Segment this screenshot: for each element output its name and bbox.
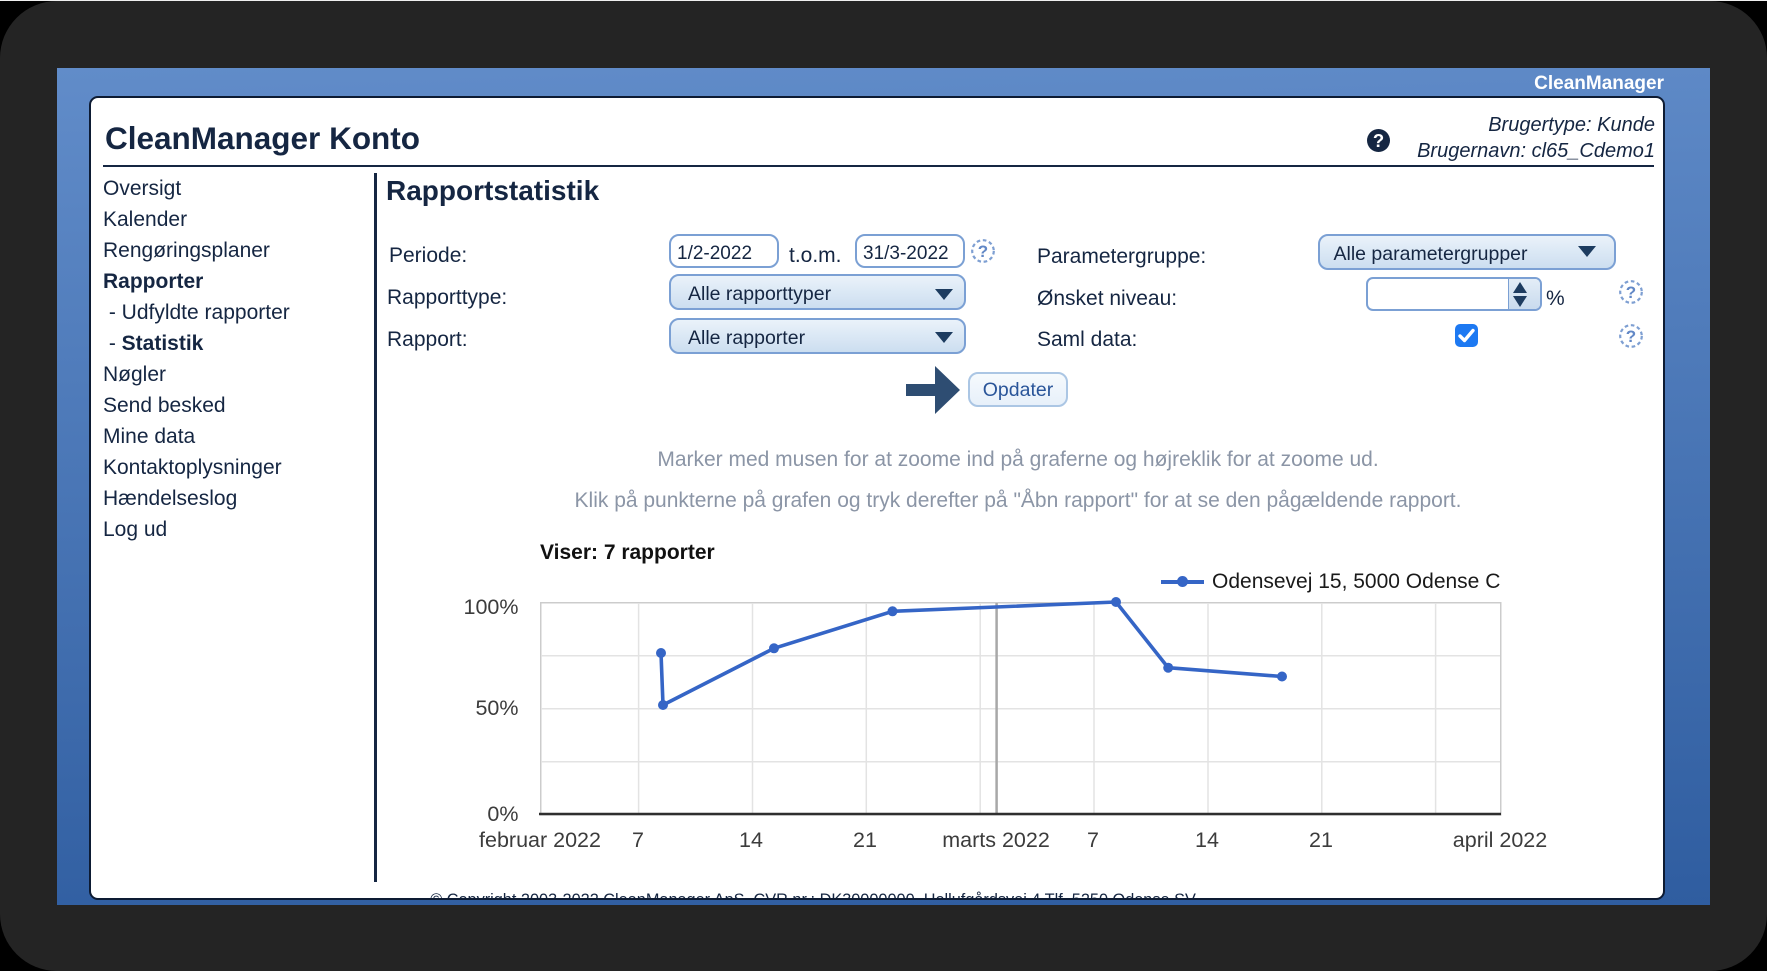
svg-text:?: ?	[1626, 283, 1636, 302]
svg-text:?: ?	[1626, 327, 1636, 346]
svg-text:?: ?	[978, 242, 988, 261]
